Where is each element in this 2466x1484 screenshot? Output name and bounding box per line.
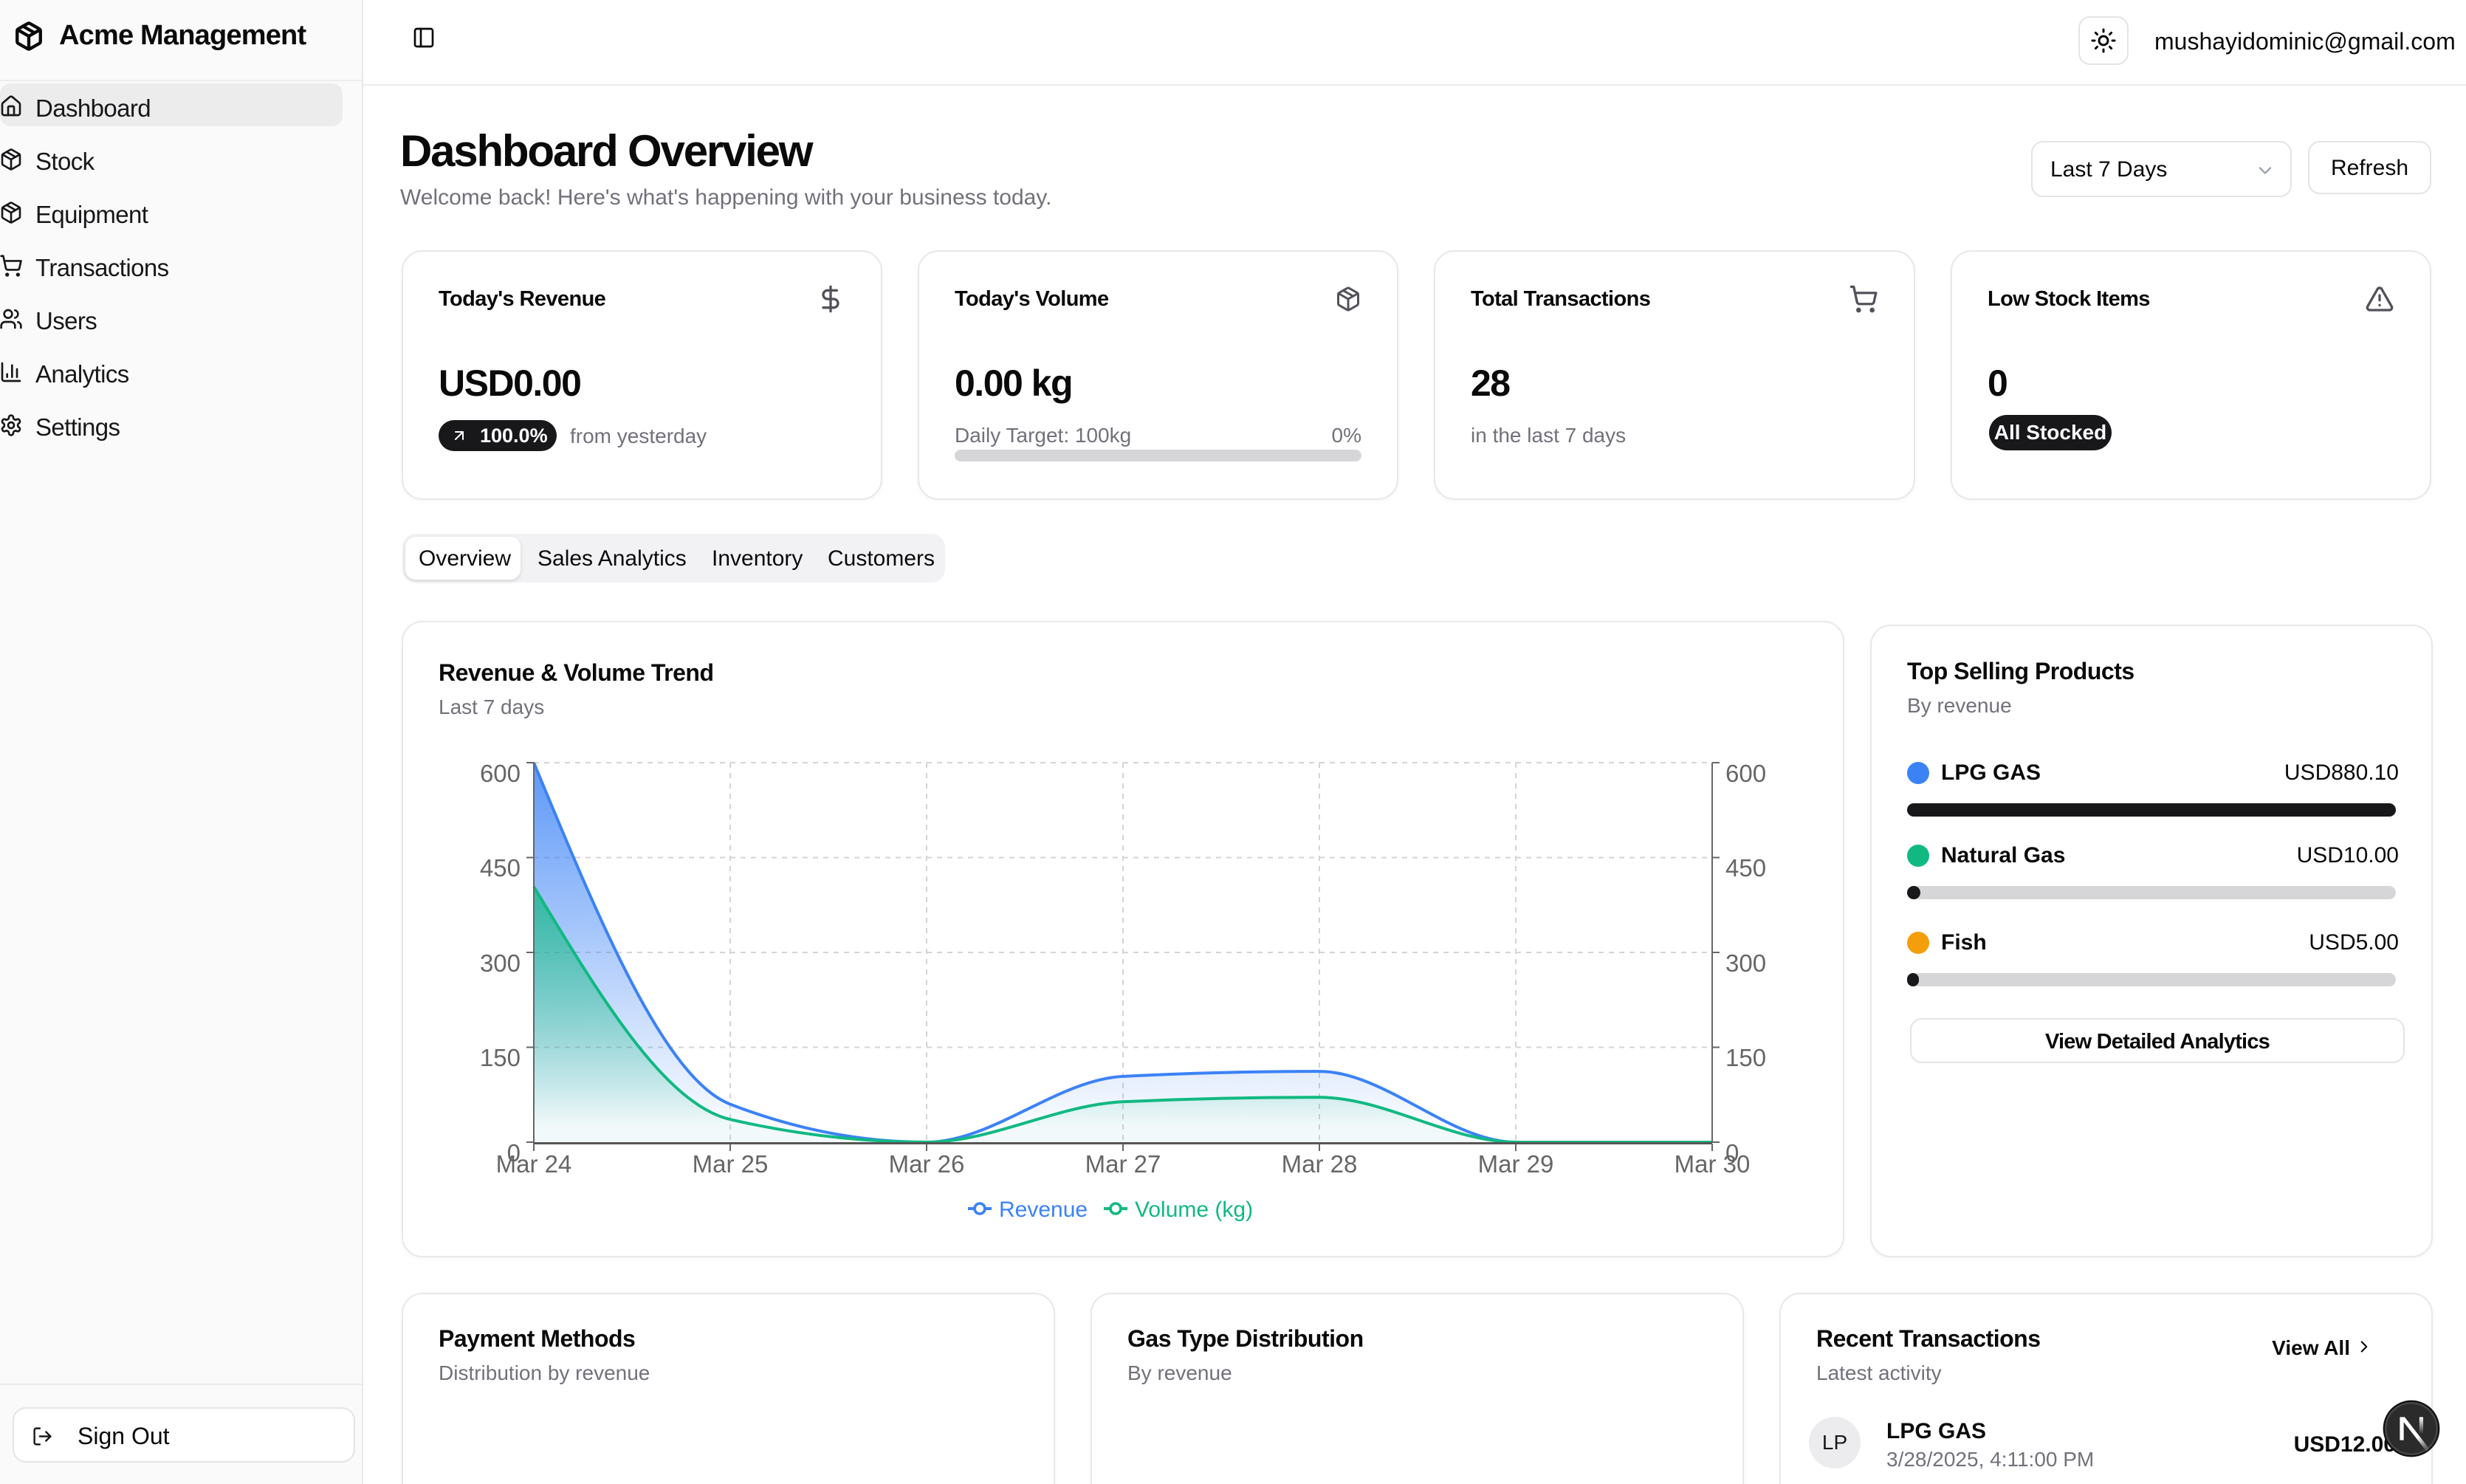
svg-text:Mar 27: Mar 27	[1085, 1150, 1161, 1178]
svg-text:450: 450	[1725, 854, 1766, 882]
svg-text:Mar 28: Mar 28	[1282, 1150, 1358, 1178]
svg-text:300: 300	[480, 949, 521, 977]
svg-text:Revenue: Revenue	[999, 1198, 1088, 1222]
svg-text:Mar 24: Mar 24	[496, 1150, 572, 1178]
svg-text:Volume (kg): Volume (kg)	[1135, 1198, 1253, 1222]
svg-text:450: 450	[480, 854, 521, 882]
svg-text:600: 600	[1725, 760, 1766, 787]
svg-text:150: 150	[480, 1044, 521, 1071]
svg-text:150: 150	[1725, 1044, 1766, 1071]
svg-text:Mar 26: Mar 26	[889, 1150, 965, 1178]
svg-text:0: 0	[507, 1139, 521, 1167]
svg-text:Mar 30: Mar 30	[1675, 1150, 1751, 1178]
svg-text:300: 300	[1725, 949, 1766, 977]
svg-text:Mar 29: Mar 29	[1478, 1150, 1554, 1178]
svg-text:Mar 25: Mar 25	[693, 1150, 769, 1178]
svg-text:600: 600	[480, 760, 521, 787]
svg-text:0: 0	[1725, 1139, 1739, 1167]
